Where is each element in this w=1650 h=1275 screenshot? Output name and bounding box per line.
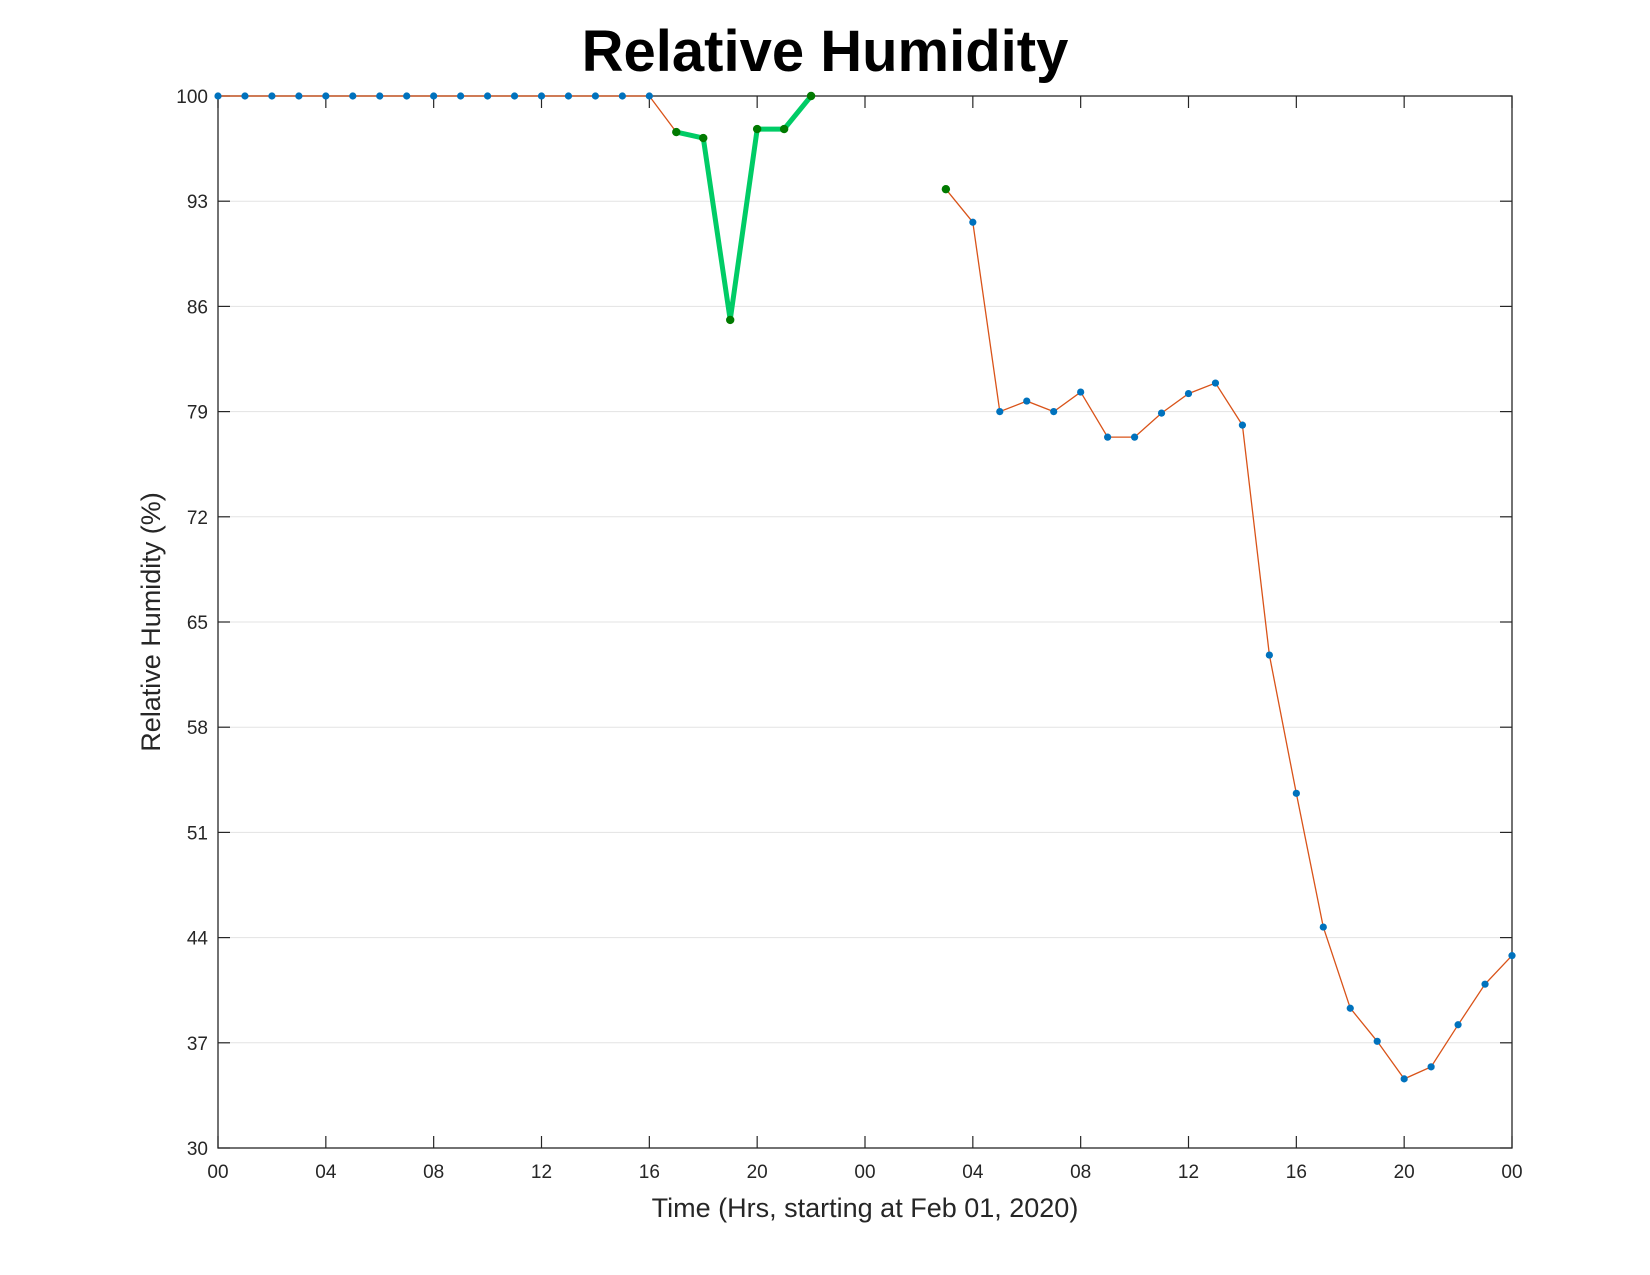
data-point bbox=[1238, 421, 1247, 429]
y-tick-label: 51 bbox=[187, 823, 208, 844]
data-point bbox=[1400, 1075, 1408, 1083]
data-point bbox=[1508, 952, 1516, 960]
data-point bbox=[1481, 980, 1489, 988]
highlight-point bbox=[752, 124, 762, 134]
x-axis-title: Time (Hrs, starting at Feb 01, 2020) bbox=[652, 1193, 1079, 1223]
y-tick-label: 72 bbox=[187, 508, 208, 529]
x-tick-label: 08 bbox=[423, 1162, 444, 1183]
y-tick-label: 65 bbox=[187, 613, 208, 634]
data-point bbox=[268, 92, 276, 100]
data-point bbox=[1346, 1004, 1354, 1012]
marker-group bbox=[214, 91, 1516, 1083]
data-point bbox=[1427, 1063, 1435, 1071]
data-point bbox=[1050, 408, 1058, 416]
data-point bbox=[1211, 379, 1220, 387]
data-point bbox=[241, 92, 249, 100]
data-point bbox=[618, 92, 626, 100]
x-tick-labels: 00 04 08 12 16 20 00 04 08 12 16 20 00 bbox=[207, 1162, 1522, 1183]
y-tick-label: 37 bbox=[187, 1034, 208, 1055]
highlight-point bbox=[699, 133, 708, 143]
x-tick-label: 20 bbox=[747, 1162, 768, 1183]
data-point bbox=[645, 92, 653, 100]
data-point bbox=[510, 92, 519, 100]
x-tick-label: 12 bbox=[531, 1162, 552, 1183]
highlight-point bbox=[672, 127, 681, 137]
x-tick-label: 20 bbox=[1394, 1162, 1415, 1183]
data-point bbox=[537, 92, 546, 100]
data-point bbox=[1373, 1037, 1381, 1045]
data-point bbox=[996, 408, 1004, 416]
y-tick-label: 93 bbox=[187, 192, 208, 213]
data-point bbox=[483, 92, 492, 100]
data-point bbox=[457, 92, 465, 100]
y-axis-title: Relative Humidity (%) bbox=[136, 492, 166, 752]
highlight-point bbox=[779, 124, 789, 134]
data-point bbox=[591, 92, 600, 100]
data-point bbox=[376, 92, 384, 100]
data-point bbox=[1292, 789, 1300, 797]
highlight-line bbox=[675, 94, 814, 323]
data-point bbox=[1319, 923, 1327, 931]
y-tick-label: 79 bbox=[187, 403, 208, 424]
x-tick-label: 04 bbox=[315, 1162, 337, 1183]
data-point bbox=[564, 92, 573, 100]
data-point bbox=[1265, 651, 1273, 659]
plot-frame bbox=[217, 95, 1513, 1149]
grid-lines bbox=[218, 200, 1512, 1044]
data-point bbox=[322, 92, 330, 100]
data-point bbox=[430, 92, 438, 100]
y-tick-label: 86 bbox=[187, 297, 208, 318]
data-point bbox=[1130, 433, 1139, 441]
data-point bbox=[214, 92, 222, 100]
x-tick-label: 16 bbox=[1286, 1162, 1307, 1183]
x-tick-label: 00 bbox=[207, 1162, 228, 1183]
x-tick-label: 00 bbox=[1501, 1162, 1522, 1183]
chart-title: Relative Humidity bbox=[581, 19, 1069, 84]
data-point bbox=[349, 92, 357, 100]
x-tick-label: 12 bbox=[1178, 1162, 1199, 1183]
highlight-point bbox=[806, 91, 816, 101]
highlight-point bbox=[726, 315, 735, 325]
highlight-point bbox=[941, 184, 951, 194]
x-tick-label: 04 bbox=[962, 1162, 984, 1183]
data-point bbox=[969, 218, 977, 226]
y-tick-label: 44 bbox=[187, 929, 209, 950]
data-point bbox=[403, 92, 411, 100]
data-point bbox=[295, 92, 303, 100]
data-point bbox=[1454, 1021, 1462, 1029]
y-tick-label: 30 bbox=[187, 1139, 208, 1160]
data-point bbox=[1023, 397, 1031, 405]
x-tick-label: 16 bbox=[639, 1162, 660, 1183]
data-point bbox=[1077, 388, 1085, 396]
x-tick-label: 00 bbox=[854, 1162, 875, 1183]
data-point bbox=[1104, 433, 1112, 441]
y-tick-label: 100 bbox=[176, 87, 208, 108]
series-line bbox=[945, 188, 1513, 1080]
data-point bbox=[1157, 409, 1166, 417]
y-tick-labels: 30 37 44 51 58 65 72 79 86 93 100 bbox=[176, 87, 208, 1160]
data-point bbox=[1184, 389, 1193, 398]
x-tick-label: 08 bbox=[1070, 1162, 1091, 1183]
y-tick-label: 58 bbox=[187, 718, 208, 739]
